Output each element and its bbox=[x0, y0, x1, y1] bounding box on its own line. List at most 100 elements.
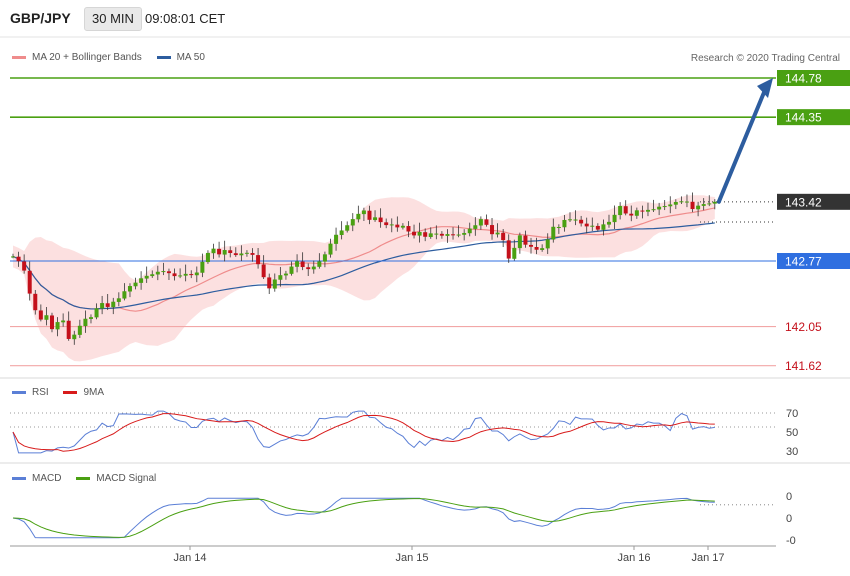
candle-body bbox=[361, 210, 366, 215]
price-label-141.62: 141.62 bbox=[785, 359, 822, 373]
candle-body bbox=[166, 271, 171, 274]
candle-body bbox=[484, 219, 489, 225]
candle-body bbox=[200, 261, 205, 273]
macd-line bbox=[12, 497, 715, 539]
legend-swatch-macd-signal bbox=[76, 476, 91, 480]
candle-body bbox=[228, 250, 233, 254]
candle-body bbox=[311, 266, 316, 270]
projection-arrow-head bbox=[757, 78, 773, 98]
candle-body bbox=[696, 205, 701, 210]
candle-body bbox=[100, 303, 105, 309]
price-badge-142.77 bbox=[777, 253, 850, 269]
candle-body bbox=[551, 226, 556, 240]
candle-body bbox=[49, 315, 54, 330]
candle-body bbox=[55, 322, 60, 330]
candle-body bbox=[172, 273, 177, 277]
candle-body bbox=[356, 213, 361, 220]
candle-body bbox=[456, 234, 461, 236]
candle-body bbox=[88, 317, 93, 319]
candle-body bbox=[506, 240, 511, 259]
candle-body bbox=[389, 224, 394, 226]
candle-body bbox=[707, 203, 712, 205]
time-tick-Jan-17: Jan 17 bbox=[691, 552, 724, 564]
candle-body bbox=[22, 261, 27, 271]
candle-body bbox=[629, 213, 634, 216]
candle-body bbox=[105, 303, 110, 307]
candle-body bbox=[44, 315, 49, 320]
candle-body bbox=[11, 256, 15, 258]
rsi-9ma-line bbox=[12, 413, 715, 452]
candle-body bbox=[283, 273, 288, 276]
candle-body bbox=[673, 201, 678, 205]
price-badge-144.35 bbox=[777, 109, 850, 126]
candle-body bbox=[133, 282, 138, 287]
candle-body bbox=[651, 209, 656, 211]
candle-body bbox=[467, 228, 472, 234]
candle-body bbox=[679, 201, 684, 203]
candle-body bbox=[517, 235, 522, 249]
candle-body bbox=[523, 235, 528, 245]
rsi-tick-30: 30 bbox=[786, 446, 798, 458]
candle-body bbox=[451, 234, 456, 236]
candle-body bbox=[33, 293, 38, 311]
candle-body bbox=[233, 253, 238, 256]
candle-body bbox=[256, 255, 261, 265]
candle-body bbox=[529, 244, 534, 247]
candle-body bbox=[116, 298, 121, 302]
legend-swatch-9ma bbox=[63, 390, 78, 394]
candle-body bbox=[384, 222, 389, 226]
candle-body bbox=[61, 320, 66, 323]
candle-body bbox=[278, 275, 283, 280]
candle-body bbox=[595, 225, 600, 230]
rsi-tick-50: 50 bbox=[786, 427, 798, 439]
candle-body bbox=[83, 318, 88, 327]
candle-body bbox=[122, 291, 127, 299]
candle-body bbox=[534, 246, 539, 250]
copyright-text: Research © 2020 Trading Central bbox=[690, 53, 840, 64]
candle-body bbox=[634, 210, 639, 216]
candle-body bbox=[111, 301, 116, 308]
candle-body bbox=[317, 261, 322, 267]
candle-body bbox=[579, 219, 584, 224]
candle-body bbox=[406, 226, 411, 232]
candle-body bbox=[222, 250, 227, 255]
symbol-title: GBP/JPY bbox=[10, 10, 71, 26]
candle-body bbox=[155, 271, 160, 275]
candle-body bbox=[261, 264, 266, 278]
legend-label-9ma: 9MA bbox=[83, 387, 105, 398]
candle-body bbox=[77, 325, 82, 335]
candle-body bbox=[612, 214, 617, 223]
macd-tick-1: 0 bbox=[786, 513, 792, 525]
candle-body bbox=[684, 201, 689, 203]
candle-body bbox=[590, 225, 595, 227]
candle-body bbox=[306, 267, 311, 270]
candle-body bbox=[556, 227, 561, 229]
macd-signal-line bbox=[12, 498, 715, 538]
candle-body bbox=[161, 271, 166, 273]
timestamp: 09:08:01 CET bbox=[145, 11, 226, 26]
candle-body bbox=[573, 219, 578, 221]
candle-body bbox=[295, 261, 300, 267]
legend-label-macd: MACD bbox=[32, 473, 62, 484]
candle-body bbox=[16, 256, 21, 262]
candle-body bbox=[373, 217, 378, 221]
candle-body bbox=[27, 270, 32, 294]
candle-body bbox=[495, 232, 500, 235]
candle-body bbox=[690, 201, 695, 210]
chart-header: GBP/JPY 30 MIN 09:08:01 CET bbox=[0, 0, 850, 38]
price-badge-143.42 bbox=[777, 193, 850, 210]
candle-body bbox=[423, 232, 428, 237]
candle-body bbox=[334, 234, 339, 244]
time-tick-Jan-16: Jan 16 bbox=[617, 552, 650, 564]
candle-body bbox=[300, 261, 305, 268]
timeframe-button[interactable]: 30 MIN bbox=[84, 7, 142, 31]
rsi-legend: RSI 9MA bbox=[12, 387, 104, 398]
legend-swatch-ma20 bbox=[12, 55, 26, 59]
candle-body bbox=[584, 223, 589, 227]
price-label-144.35: 144.35 bbox=[785, 111, 822, 125]
candle-body bbox=[490, 225, 495, 235]
candle-body bbox=[339, 230, 344, 236]
candle-body bbox=[367, 210, 372, 220]
candle-body bbox=[144, 275, 149, 279]
